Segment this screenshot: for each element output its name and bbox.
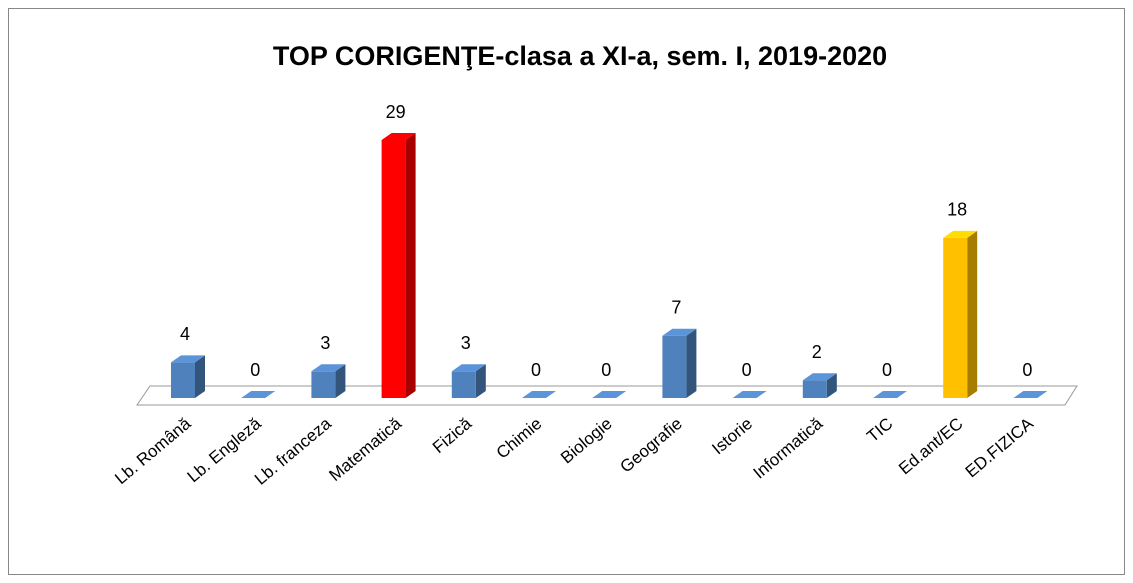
data-label: 3 [320, 333, 330, 353]
data-label: 2 [812, 342, 822, 362]
data-label: 0 [601, 360, 611, 380]
bar-front [311, 371, 336, 398]
chart-title: TOP CORIGENŢE-clasa a XI-a, sem. I, 2019… [273, 41, 887, 71]
bar-top [451, 364, 486, 372]
bar [311, 364, 346, 398]
bar-front [171, 362, 195, 398]
bar [943, 230, 978, 398]
bar-top [311, 364, 346, 372]
bar [451, 364, 486, 398]
bar-front [802, 380, 827, 398]
bar [381, 133, 416, 398]
bar-side [405, 133, 416, 398]
data-label: 0 [882, 360, 892, 380]
data-label: 4 [180, 324, 190, 344]
bar-top [732, 391, 767, 398]
bar-top [241, 391, 276, 398]
bar-side [967, 230, 978, 398]
bar-top [662, 328, 697, 336]
bar [662, 328, 697, 398]
bar-top [802, 373, 837, 381]
bar-front [381, 140, 406, 398]
bar [592, 391, 627, 398]
data-label: 29 [386, 102, 406, 122]
bar-side [195, 355, 205, 398]
data-label: 3 [461, 333, 471, 353]
bar-front [943, 237, 968, 398]
bar-top [522, 391, 556, 398]
bar [241, 391, 276, 398]
bar [171, 355, 205, 398]
bar-side [335, 364, 346, 398]
chart-border [8, 8, 1125, 575]
data-label: 7 [671, 297, 681, 317]
data-label: 0 [250, 360, 260, 380]
bar-top [381, 133, 416, 140]
bar [732, 391, 767, 398]
bar-top [171, 355, 205, 363]
bar-top [1013, 391, 1048, 398]
data-label: 0 [531, 360, 541, 380]
bar-side [826, 373, 837, 398]
bar [873, 391, 907, 398]
bar [1013, 391, 1048, 398]
bar-top [873, 391, 907, 398]
bar-front [662, 335, 687, 398]
data-label: 18 [947, 200, 967, 220]
bar-top [592, 391, 627, 398]
bar-side [475, 364, 486, 398]
bar-top [943, 230, 978, 238]
data-label: 0 [1022, 360, 1032, 380]
data-label: 0 [742, 360, 752, 380]
bar-side [686, 328, 697, 398]
bar [802, 373, 837, 398]
bar-front [451, 371, 476, 398]
bar [522, 391, 556, 398]
